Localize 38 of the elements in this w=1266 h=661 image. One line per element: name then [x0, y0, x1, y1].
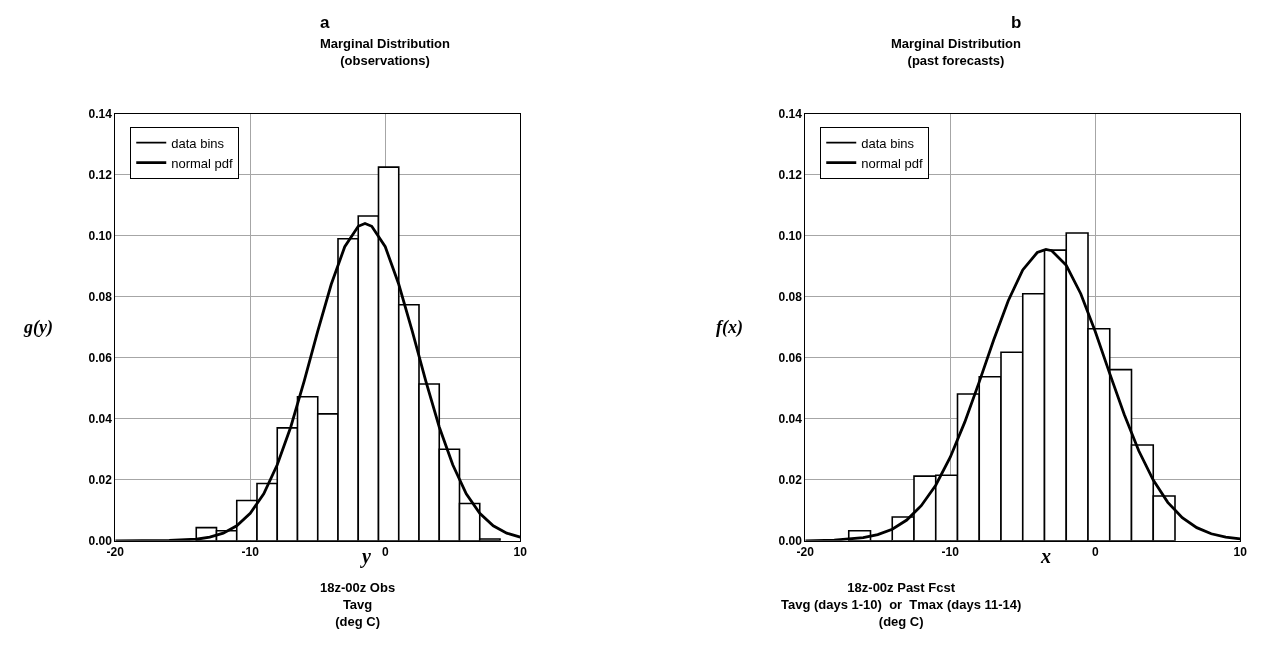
x-tick-label: 10: [1233, 545, 1248, 560]
y-tick-label: 0.12: [88, 167, 113, 182]
y-tick-label: 0.12: [778, 167, 803, 182]
x-tick-label: -20: [106, 545, 125, 560]
x-tick-label: 0: [381, 545, 389, 560]
legend-label: data bins: [171, 135, 225, 151]
chart-title: a: [320, 13, 330, 32]
x-tick-label: -10: [241, 545, 260, 560]
y-tick-label: 0.08: [778, 289, 803, 304]
y-tick-label: 0.10: [88, 228, 113, 243]
annotation: x: [1040, 545, 1051, 567]
y-tick-label: 0.04: [88, 411, 113, 426]
y-tick-label: 0.00: [88, 533, 113, 548]
y-tick-label: 0.04: [778, 411, 803, 426]
y-tick-label: 0.08: [88, 289, 113, 304]
x-tick-label: 0: [1091, 545, 1099, 560]
x-axis-title: 18z-00z Obs Tavg (deg C): [320, 580, 396, 629]
y-axis-title: f(x): [716, 317, 743, 338]
y-tick-label: 0.14: [88, 106, 113, 121]
y-tick-label: 0.02: [88, 472, 113, 487]
annotation: y: [360, 545, 371, 568]
chart-subtitle: Marginal Distribution (observations): [320, 36, 451, 68]
y-tick-label: 0.10: [778, 228, 803, 243]
x-tick-label: -20: [796, 545, 815, 560]
chart-subtitle: Marginal Distribution (past forecasts): [891, 36, 1022, 68]
legend-label: normal pdf: [861, 155, 924, 171]
y-axis-title: g(y): [23, 317, 53, 338]
y-tick-label: 0.02: [778, 472, 803, 487]
y-tick-label: 0.06: [88, 350, 113, 365]
y-tick-label: 0.06: [778, 350, 803, 365]
y-tick-label: 0.14: [778, 106, 803, 121]
x-tick-label: 10: [513, 545, 528, 560]
chart-title: b: [1011, 13, 1022, 32]
x-axis-title: 18z-00z Past Fcst Tavg (days 1-10) or Tmax (days 11-14) (deg C): [781, 580, 1022, 629]
legend-label: data bins: [861, 135, 915, 151]
legend-label: normal pdf: [171, 155, 234, 171]
y-tick-label: 0.00: [778, 533, 803, 548]
x-tick-label: -10: [941, 545, 960, 560]
